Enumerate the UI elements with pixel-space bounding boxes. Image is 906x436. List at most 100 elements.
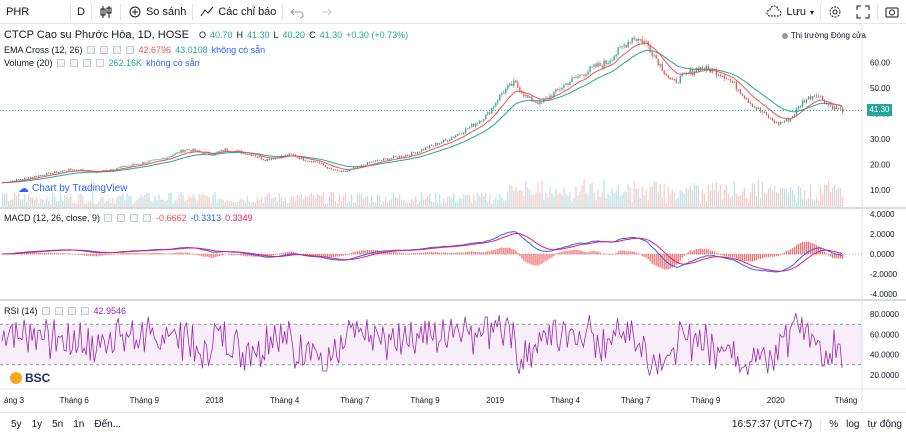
macd-histogram-bar bbox=[461, 253, 462, 255]
candle-body bbox=[128, 166, 129, 167]
volume-bar bbox=[369, 203, 370, 207]
log-toggle[interactable]: log bbox=[846, 419, 859, 430]
interval-button[interactable]: D bbox=[71, 0, 91, 24]
range-5y-button[interactable]: 5y bbox=[6, 419, 27, 430]
candle-body bbox=[194, 149, 195, 151]
close-icon[interactable] bbox=[83, 59, 91, 67]
tradingview-watermark[interactable]: ☁ Chart by TradingView bbox=[18, 182, 127, 195]
candle-body bbox=[634, 38, 635, 40]
more-icon[interactable] bbox=[81, 307, 89, 315]
settings-icon[interactable] bbox=[117, 214, 125, 222]
macd-hist-value: -0.6662 bbox=[156, 213, 187, 223]
candle-body bbox=[794, 114, 795, 116]
candle-body bbox=[617, 47, 618, 54]
volume-bar bbox=[700, 203, 701, 207]
candle-body bbox=[818, 96, 819, 97]
candle-body bbox=[658, 59, 659, 66]
macd-histogram-bar bbox=[108, 254, 109, 255]
last-price-tag: 41.30 bbox=[867, 104, 892, 116]
volume-bar bbox=[609, 196, 610, 207]
volume-bar bbox=[555, 189, 556, 207]
macd-histogram-bar bbox=[130, 253, 131, 254]
more-icon[interactable] bbox=[96, 59, 104, 67]
eye-icon[interactable] bbox=[87, 46, 95, 54]
volume-bar bbox=[585, 193, 586, 207]
macd-histogram-bar bbox=[231, 254, 232, 255]
eye-icon[interactable] bbox=[104, 214, 112, 222]
close-icon[interactable] bbox=[130, 214, 138, 222]
auto-toggle[interactable]: tự động bbox=[868, 419, 903, 430]
macd-histogram-bar bbox=[423, 253, 424, 255]
close-icon[interactable] bbox=[68, 307, 76, 315]
volume-bar bbox=[196, 200, 197, 207]
macd-histogram-bar bbox=[646, 254, 647, 258]
candle-body bbox=[449, 140, 450, 141]
candle-body bbox=[317, 162, 318, 163]
macd-histogram-bar bbox=[692, 251, 693, 255]
volume-bar bbox=[708, 184, 709, 207]
volume-bar bbox=[72, 203, 73, 207]
percent-toggle[interactable]: % bbox=[829, 419, 838, 430]
volume-bar bbox=[818, 201, 819, 207]
settings-icon[interactable] bbox=[55, 307, 63, 315]
ema-slow-value: 43.0108 bbox=[175, 45, 208, 55]
settings-icon[interactable] bbox=[70, 59, 78, 67]
eye-icon[interactable] bbox=[42, 307, 50, 315]
macd-histogram-bar bbox=[172, 253, 173, 254]
goto-date-button[interactable]: Đến... bbox=[89, 419, 126, 430]
candle-body bbox=[758, 108, 759, 109]
chart-type-button[interactable] bbox=[92, 0, 120, 24]
macd-histogram-bar bbox=[625, 251, 626, 254]
candle-body bbox=[557, 89, 558, 90]
fullscreen-button[interactable] bbox=[849, 0, 877, 24]
snapshot-button[interactable] bbox=[878, 0, 906, 24]
more-icon[interactable] bbox=[143, 214, 151, 222]
time-tick-label: 2018 bbox=[206, 396, 224, 405]
candle-body bbox=[756, 107, 757, 109]
candle-body bbox=[499, 94, 500, 100]
volume-bar bbox=[267, 194, 268, 207]
volume-bar bbox=[804, 190, 805, 207]
candle-body bbox=[164, 158, 165, 159]
volume-bar bbox=[56, 201, 57, 207]
volume-bar bbox=[531, 195, 532, 207]
candle-body bbox=[42, 175, 43, 176]
redo-button[interactable] bbox=[311, 0, 339, 24]
symbol-search[interactable]: PHR bbox=[0, 0, 70, 24]
macd-histogram-bar bbox=[100, 254, 101, 256]
range-1y-button[interactable]: 1y bbox=[27, 419, 48, 430]
macd-histogram-bar bbox=[631, 251, 632, 254]
indicators-button[interactable]: Các chỉ báo bbox=[193, 0, 282, 24]
volume-bar bbox=[658, 192, 659, 207]
volume-bar bbox=[126, 193, 127, 207]
candle-body bbox=[335, 170, 336, 171]
volume-bar bbox=[257, 197, 258, 207]
volume-bar bbox=[309, 195, 310, 207]
settings-icon[interactable] bbox=[100, 46, 108, 54]
candle-body bbox=[142, 162, 143, 164]
volume-bar bbox=[445, 203, 446, 207]
candle-body bbox=[124, 166, 125, 167]
volume-bar bbox=[732, 196, 733, 207]
watermark-label: Chart by TradingView bbox=[32, 183, 127, 194]
clock-label[interactable]: 16:57:37 (UTC+7) bbox=[732, 419, 812, 430]
candle-body bbox=[176, 152, 177, 153]
volume-bar bbox=[359, 194, 360, 207]
undo-button[interactable] bbox=[283, 0, 311, 24]
settings-button[interactable] bbox=[821, 0, 849, 24]
more-icon[interactable] bbox=[126, 46, 134, 54]
candle-body bbox=[225, 149, 226, 152]
macd-histogram-bar bbox=[361, 250, 362, 254]
candle-body bbox=[640, 39, 641, 40]
range-1n-button[interactable]: 1n bbox=[68, 419, 89, 430]
macd-histogram-bar bbox=[235, 254, 236, 255]
eye-icon[interactable] bbox=[57, 59, 65, 67]
macd-histogram-bar bbox=[583, 252, 584, 255]
range-5n-button[interactable]: 5n bbox=[47, 419, 68, 430]
macd-histogram-bar bbox=[210, 254, 211, 258]
compare-button[interactable]: So sánh bbox=[121, 0, 192, 24]
close-icon[interactable] bbox=[113, 46, 121, 54]
candle-body bbox=[345, 171, 346, 172]
save-button[interactable]: Lưu ▾ bbox=[760, 0, 820, 24]
